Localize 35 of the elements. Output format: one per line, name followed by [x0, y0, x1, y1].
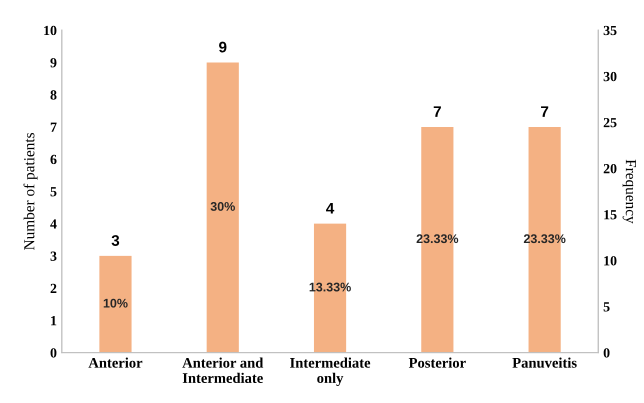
data-label: 7: [434, 106, 441, 117]
x-tick-label: Anterior and Intermediate: [182, 357, 264, 383]
y2-axis-title: Frequency: [622, 160, 636, 224]
y2-tick-label: 30: [604, 72, 616, 82]
y-tick-label: 2: [50, 284, 56, 293]
x-tick-label: Anterior: [88, 357, 142, 368]
annotation: 30%: [210, 202, 235, 211]
y-tick-label: 0: [50, 348, 56, 358]
y2-tick-label: 15: [604, 210, 617, 220]
y-tick-label: 10: [44, 26, 56, 36]
y-tick-label: 1: [51, 316, 56, 326]
annotation: 10%: [104, 298, 128, 308]
data-label: 4: [326, 203, 334, 214]
y2-tick-label: 5: [604, 302, 610, 312]
x-tick-label: Intermediate only: [290, 357, 370, 386]
y-tick-label: 3: [50, 252, 56, 261]
x-tick-label: Posterior: [408, 357, 466, 368]
y2-tick-label: 25: [604, 118, 617, 128]
y-tick-label: 7: [50, 122, 57, 132]
y2-tick-label: 20: [604, 164, 616, 174]
bar: [99, 256, 132, 353]
y2-tick-label: 35: [604, 26, 617, 36]
y2-tick-label: 10: [604, 256, 616, 266]
data-label: 7: [541, 106, 548, 117]
y-tick-label: 9: [50, 58, 56, 68]
y2-tick-label: 0: [604, 348, 610, 358]
y-tick-label: 5: [50, 187, 56, 196]
y-tick-label: 6: [50, 154, 57, 164]
bar: [206, 62, 239, 353]
y-axis-title: Number of patients: [24, 133, 38, 250]
data-label: 3: [112, 235, 120, 246]
x-tick-label: Panuveitis: [512, 357, 577, 368]
data-label: 9: [219, 42, 226, 52]
y-tick-label: 4: [50, 219, 57, 228]
y-tick-label: 8: [50, 90, 57, 100]
